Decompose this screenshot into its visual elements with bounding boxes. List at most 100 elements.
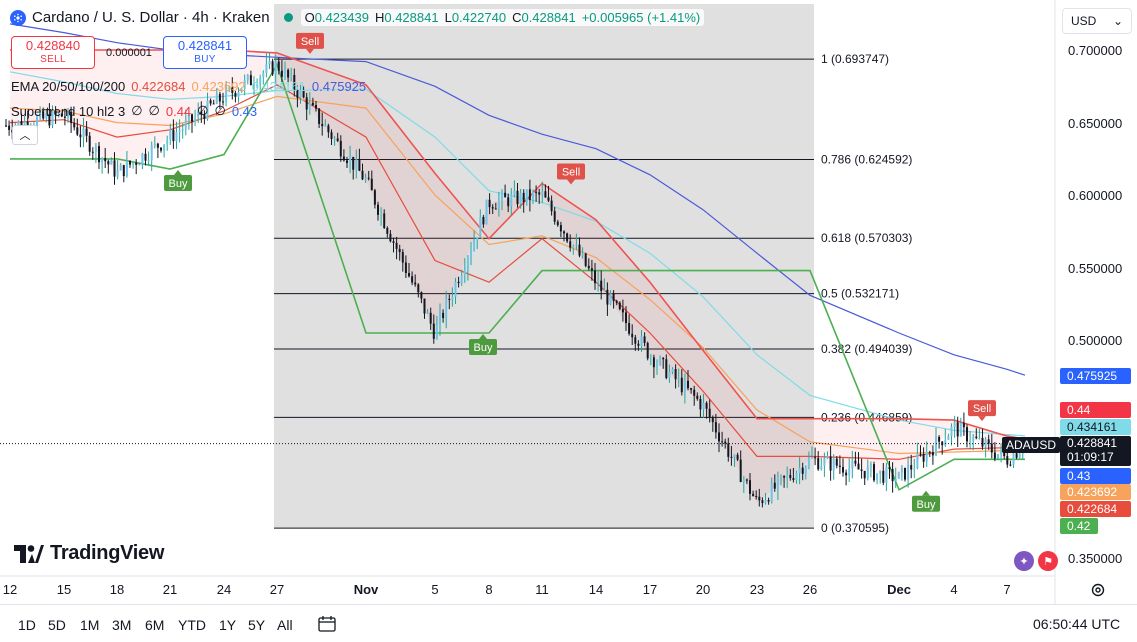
candle: [879, 470, 882, 484]
price-tick: 0.600000: [1068, 188, 1123, 203]
collapse-legend-button[interactable]: ︿: [12, 125, 38, 145]
candle: [451, 287, 454, 307]
signal-badge: [968, 400, 996, 417]
fib-range-box: [274, 4, 814, 528]
range-ytd-button[interactable]: YTD: [178, 617, 206, 633]
candle-body: [401, 252, 404, 263]
range-3m-button[interactable]: 3M: [112, 617, 132, 633]
high-label: H: [374, 10, 385, 25]
candle-body: [736, 454, 739, 460]
range-1y-button[interactable]: 1Y: [219, 617, 237, 633]
candle: [318, 108, 321, 128]
symbol-title[interactable]: Cardano / U. S. Dollar · 4h · Kraken: [32, 9, 270, 26]
candle-body: [621, 308, 624, 313]
sparkle-icon[interactable]: ✦: [1014, 551, 1034, 571]
range-all-button[interactable]: All: [277, 617, 293, 633]
candle: [745, 478, 748, 484]
candle: [271, 58, 274, 76]
candle: [466, 255, 469, 281]
candle-body: [470, 250, 472, 258]
candle-body: [845, 472, 848, 476]
signal-pointer: [479, 334, 487, 340]
buy-button[interactable]: 0.428841 BUY: [163, 36, 247, 69]
candle-body: [910, 465, 913, 470]
candle: [373, 188, 376, 209]
candle-body: [959, 423, 962, 437]
supertrend-legend[interactable]: Supertrend 10 hl2 3 ∅ ∅ 0.44 ∅ ∅ 0.43: [11, 103, 257, 119]
candle: [652, 354, 655, 379]
candle-body: [817, 458, 820, 470]
candle-body: [541, 191, 544, 195]
candle-body: [466, 257, 469, 270]
change-value: +0.005965 (+1.41%): [581, 10, 701, 25]
candle-body: [631, 333, 634, 338]
open-label: O: [304, 10, 315, 25]
candle-body: [553, 211, 556, 222]
ema-legend[interactable]: EMA 20/50/100/200 0.422684 0.423692 0.43…: [11, 79, 366, 94]
candle-body: [956, 422, 959, 437]
candle-body: [714, 422, 717, 433]
candle: [563, 230, 565, 242]
flag-icon[interactable]: ⚑: [1038, 551, 1058, 571]
date-range-icon[interactable]: [317, 614, 337, 634]
candle-body: [516, 190, 519, 205]
buy-signal: Buy: [164, 170, 192, 192]
range-5y-button[interactable]: 5Y: [248, 617, 266, 633]
candle-body: [832, 458, 835, 471]
candle-body: [724, 441, 727, 444]
candle: [476, 237, 479, 249]
sell-button[interactable]: 0.428840 SELL: [11, 36, 95, 69]
candle-body: [683, 380, 686, 393]
candle: [200, 101, 203, 123]
supertrend-down-tag: 0.43: [1060, 468, 1131, 484]
candle-body: [891, 469, 894, 482]
candle-body: [609, 293, 612, 305]
gear-icon[interactable]: [1090, 582, 1106, 598]
candle-body: [57, 113, 60, 116]
bar-countdown: 01:09:17: [1067, 450, 1114, 464]
range-5d-button[interactable]: 5D: [48, 617, 66, 633]
candle: [364, 173, 367, 183]
na-glyph: ∅: [197, 103, 209, 118]
sell-label: SELL: [40, 53, 66, 65]
candle: [612, 290, 615, 309]
candle: [572, 244, 575, 255]
supertrend-name: Supertrend 10 hl2 3: [11, 103, 126, 119]
candle: [826, 451, 829, 460]
candle: [73, 118, 76, 131]
candle: [866, 459, 869, 481]
candle-body: [67, 111, 69, 118]
currency-select[interactable]: USD ⌄: [1062, 8, 1132, 34]
tradingview-logo[interactable]: TradingView: [14, 542, 164, 565]
candle: [888, 460, 891, 479]
candle: [234, 90, 237, 103]
candle: [209, 98, 212, 106]
buy-label: BUY: [194, 53, 216, 65]
candle-body: [191, 114, 193, 122]
candle-body: [305, 97, 308, 110]
range-1d-button[interactable]: 1D: [18, 617, 36, 633]
candle: [984, 437, 987, 458]
candle-body: [383, 213, 386, 228]
candle-body: [950, 426, 953, 437]
candle: [811, 446, 813, 459]
candle: [507, 193, 510, 213]
candle: [256, 78, 259, 89]
signal-badge: [469, 339, 497, 356]
candle: [243, 74, 246, 96]
candle: [439, 303, 441, 336]
candle: [383, 209, 386, 229]
candle-body: [789, 474, 792, 479]
utc-clock[interactable]: 06:50:44 UTC: [1033, 616, 1121, 632]
candle: [621, 299, 624, 322]
candle: [786, 466, 789, 489]
candle-body: [1003, 450, 1006, 457]
candle-body: [882, 470, 885, 483]
range-1m-button[interactable]: 1M: [80, 617, 100, 633]
candle: [842, 458, 844, 477]
range-6m-button[interactable]: 6M: [145, 617, 165, 633]
candle-body: [321, 123, 324, 127]
candle-body: [597, 280, 600, 284]
candle-body: [814, 457, 817, 459]
